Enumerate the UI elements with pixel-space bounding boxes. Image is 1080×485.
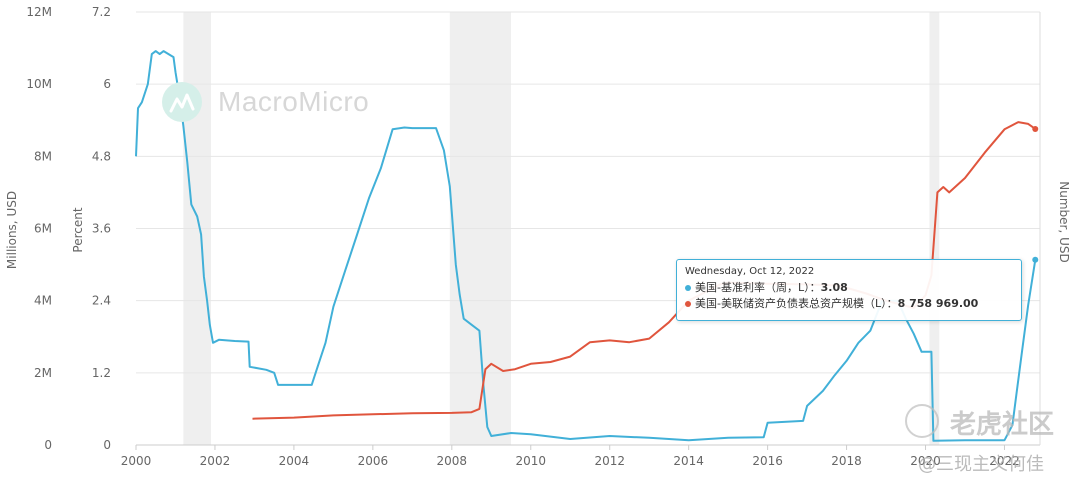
x-tick-label: 2012	[594, 454, 625, 468]
x-tick-label: 2008	[437, 454, 468, 468]
tooltip-dot-assets	[685, 301, 691, 307]
series-marker-fed-assets	[1032, 125, 1039, 132]
y-outer-tick-label: 4M	[34, 294, 52, 308]
x-tick-label: 2016	[752, 454, 783, 468]
series-marker-fed-rate	[1032, 256, 1039, 263]
y-outer-tick-label: 0	[44, 438, 52, 452]
x-tick-label: 2006	[358, 454, 389, 468]
x-tick-label: 2004	[279, 454, 310, 468]
macromicro-logo-icon	[162, 82, 202, 122]
y-inner-tick-label: 0	[103, 438, 111, 452]
y-outer-tick-label: 12M	[26, 5, 52, 19]
x-tick-label: 2022	[989, 454, 1020, 468]
x-tick-label: 2002	[200, 454, 231, 468]
tooltip-rate-name: 美国-基准利率（周，L）：	[695, 281, 821, 294]
y-outer-tick-label: 2M	[34, 366, 52, 380]
y-inner-tick-label: 4.8	[92, 149, 111, 163]
y-inner-axis-title: Percent	[71, 207, 85, 252]
logo-text: MacroMicro	[218, 86, 370, 117]
y-inner-tick-label: 2.4	[92, 294, 111, 308]
x-tick-label: 2014	[673, 454, 704, 468]
watermark-top: 老虎社区	[950, 410, 1055, 440]
x-tick-label: 2010	[515, 454, 546, 468]
y-outer-tick-label: 10M	[26, 77, 52, 91]
right-axis-title: Number, USD	[1057, 181, 1071, 262]
x-tick-label: 2020	[910, 454, 941, 468]
y-inner-tick-label: 6	[103, 77, 111, 91]
tooltip-date: Wednesday, Oct 12, 2022	[685, 266, 815, 277]
watermark-bottom: @三现主义何佳	[918, 454, 1044, 475]
tooltip-dot-rate	[685, 285, 691, 291]
y-inner-tick-label: 3.6	[92, 222, 111, 236]
y-outer-tick-label: 6M	[34, 222, 52, 236]
x-tick-label: 2018	[831, 454, 862, 468]
macromicro-logo: MacroMicro	[162, 82, 369, 122]
tooltip-rate-value: 3.08	[820, 281, 848, 294]
tooltip-row-rate: 美国-基准利率（周，L）：3.08	[685, 280, 1013, 296]
tiger-watermark-icon	[905, 404, 939, 438]
y-outer-axis-title: Millions, USD	[5, 191, 19, 269]
x-tick-label: 2000	[121, 454, 152, 468]
y-outer-tick-label: 8M	[34, 149, 52, 163]
tooltip-assets-name: 美国-美联储资产负债表总资产规模（L）：	[695, 297, 898, 310]
tooltip-row-assets: 美国-美联储资产负债表总资产规模（L）：8 758 969.00	[685, 296, 1013, 312]
y-inner-tick-label: 1.2	[92, 366, 111, 380]
chart-tooltip: Wednesday, Oct 12, 2022 美国-基准利率（周，L）：3.0…	[676, 259, 1022, 321]
y-inner-tick-label: 7.2	[92, 5, 111, 19]
tooltip-assets-value: 8 758 969.00	[897, 297, 979, 310]
